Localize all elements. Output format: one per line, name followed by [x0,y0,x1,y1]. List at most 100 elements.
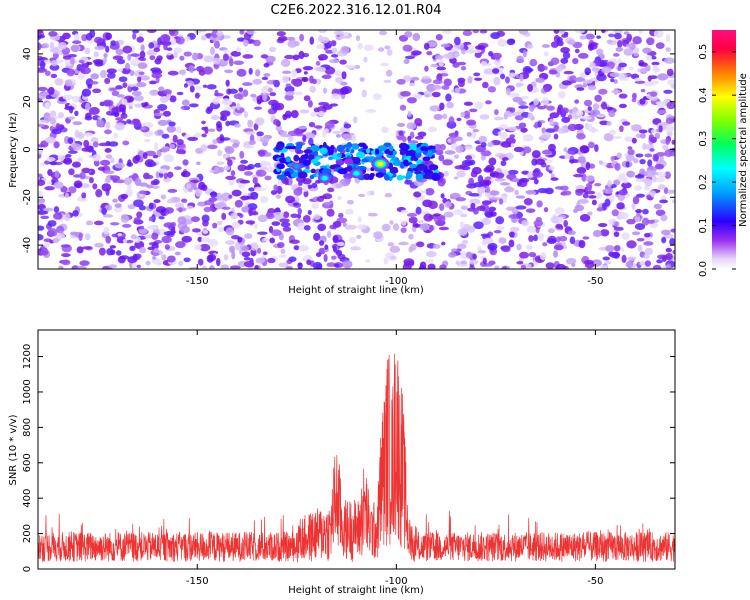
heatmap-cell [365,167,371,172]
heatmap-cell [403,159,409,166]
heatmap-cell [344,224,352,230]
heatmap-cell [139,50,146,59]
heatmap-cell [508,214,518,219]
heatmap-y-tick-label: 20 [22,95,33,108]
heatmap-cell [608,110,616,118]
heatmap-cell [504,186,515,193]
heatmap-cell [281,70,292,75]
heatmap-cell [587,106,592,112]
colorbar: 0.0 0.1 0.2 0.3 0.4 0.5 Normalized spectral a… [698,30,749,277]
heatmap-cell [494,265,500,269]
heatmap-cell [281,75,290,84]
heatmap-cell [67,186,77,194]
heatmap-cell [631,92,637,100]
heatmap-cell [239,30,245,35]
heatmap-cell [225,227,235,236]
heatmap-cell [212,97,220,105]
heatmap-cell [175,241,186,249]
heatmap-cell [537,232,545,241]
heatmap-cell [98,142,109,147]
heatmap-cell [214,89,219,97]
heatmap-cell [104,129,112,135]
heatmap-cell [254,186,263,192]
heatmap-cell [665,247,672,253]
heatmap-cell [84,47,91,55]
heatmap-cell [167,171,174,178]
heatmap-cell [470,202,476,209]
heatmap-cell [169,143,176,149]
heatmap-cell [284,145,295,150]
heatmap-cell [515,195,526,199]
heatmap-cell [277,241,285,249]
heatmap-cell [285,156,292,163]
heatmap-cell [410,156,415,161]
heatmap-cell [253,223,258,229]
heatmap-cell [102,214,114,218]
heatmap-cell [196,161,201,166]
heatmap-cell [195,85,202,91]
heatmap-cell [618,103,627,109]
heatmap-cell [221,98,232,106]
heatmap-cell [480,60,488,67]
heatmap-cell [494,178,506,182]
heatmap-cell [568,159,580,164]
heatmap-cell [53,141,60,149]
heatmap-cell [240,195,250,201]
heatmap-cell [151,185,160,189]
heatmap-hotspot [293,163,300,169]
heatmap-cell [407,140,419,144]
heatmap-cell [594,182,602,187]
heatmap-cell [555,263,566,269]
heatmap-cell [329,103,338,107]
heatmap-cell [332,245,338,253]
heatmap-cell [493,229,502,234]
heatmap-cell [110,112,120,116]
snr-y-tick-label: 800 [22,418,33,437]
heatmap-cell [69,231,79,236]
heatmap-cell [269,237,276,244]
heatmap-cell [117,68,124,72]
heatmap-cell [109,245,117,249]
heatmap-cell [137,75,142,83]
heatmap-cell [468,259,479,265]
heatmap-cell [579,213,591,222]
heatmap-cell [65,153,72,158]
heatmap-cell [585,162,591,171]
heatmap-cell [596,73,607,82]
heatmap-cell [458,80,465,88]
heatmap-cell [611,209,619,217]
heatmap-cell [315,60,321,66]
heatmap-cell [657,171,666,178]
heatmap-cell [653,203,662,210]
heatmap-cell [248,207,253,217]
heatmap-cell [439,264,447,269]
heatmap-cell [596,207,604,212]
heatmap-cell [560,107,569,114]
heatmap-cell [227,159,233,167]
heatmap-cell [432,243,441,249]
heatmap-cell [518,105,529,109]
heatmap-cell [335,249,343,256]
heatmap-cell [422,156,431,162]
heatmap-cell [331,255,337,260]
heatmap-cell [585,33,595,40]
heatmap-cell [114,162,126,169]
heatmap-cell [407,135,412,142]
heatmap-cell [117,232,123,237]
heatmap-cell [556,106,563,115]
heatmap-cell [240,159,249,164]
heatmap-cell [478,135,487,144]
heatmap-cell [334,70,342,77]
heatmap-cell [646,194,652,201]
heatmap-cell [46,157,56,162]
heatmap-cell [244,145,255,149]
heatmap-cell [640,260,645,267]
heatmap-cell [164,207,174,214]
heatmap-cell [202,84,208,88]
heatmap-cell [167,188,178,193]
heatmap-cell [239,179,251,184]
heatmap-cell [634,215,641,223]
heatmap-cell [465,155,473,160]
heatmap-cell [158,216,165,220]
heatmap-cell [224,146,235,155]
